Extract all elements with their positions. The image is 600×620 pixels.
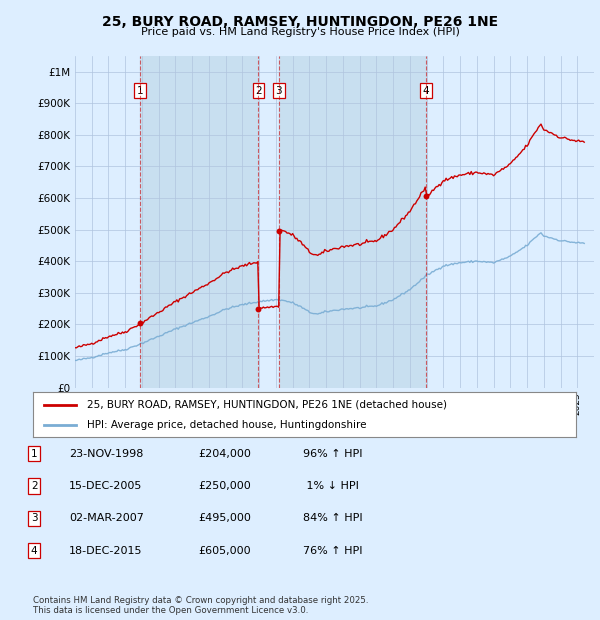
Text: £495,000: £495,000 — [198, 513, 251, 523]
Point — [136, 318, 145, 328]
Text: 25, BURY ROAD, RAMSEY, HUNTINGDON, PE26 1NE (detached house): 25, BURY ROAD, RAMSEY, HUNTINGDON, PE26 … — [88, 399, 448, 410]
Text: 3: 3 — [31, 513, 38, 523]
Bar — [140, 56, 259, 388]
Text: 18-DEC-2015: 18-DEC-2015 — [69, 546, 143, 556]
Text: Contains HM Land Registry data © Crown copyright and database right 2025.
This d: Contains HM Land Registry data © Crown c… — [33, 596, 368, 615]
Text: 2: 2 — [255, 86, 262, 95]
Text: 1: 1 — [31, 449, 38, 459]
Text: 15-DEC-2005: 15-DEC-2005 — [69, 481, 142, 491]
Text: £605,000: £605,000 — [198, 546, 251, 556]
Text: £250,000: £250,000 — [198, 481, 251, 491]
Point — [254, 304, 263, 314]
Point — [421, 192, 431, 202]
Text: 1: 1 — [137, 86, 143, 95]
Bar — [279, 56, 426, 388]
Text: 4: 4 — [31, 546, 38, 556]
Text: 3: 3 — [275, 86, 282, 95]
Text: £204,000: £204,000 — [198, 449, 251, 459]
Text: 1% ↓ HPI: 1% ↓ HPI — [303, 481, 359, 491]
Text: 84% ↑ HPI: 84% ↑ HPI — [303, 513, 362, 523]
Text: 96% ↑ HPI: 96% ↑ HPI — [303, 449, 362, 459]
Text: 25, BURY ROAD, RAMSEY, HUNTINGDON, PE26 1NE: 25, BURY ROAD, RAMSEY, HUNTINGDON, PE26 … — [102, 15, 498, 29]
Text: 23-NOV-1998: 23-NOV-1998 — [69, 449, 143, 459]
Text: HPI: Average price, detached house, Huntingdonshire: HPI: Average price, detached house, Hunt… — [88, 420, 367, 430]
Text: 76% ↑ HPI: 76% ↑ HPI — [303, 546, 362, 556]
Text: Price paid vs. HM Land Registry's House Price Index (HPI): Price paid vs. HM Land Registry's House … — [140, 27, 460, 37]
Text: 2: 2 — [31, 481, 38, 491]
Text: 4: 4 — [422, 86, 429, 95]
Point — [274, 226, 284, 236]
Text: 02-MAR-2007: 02-MAR-2007 — [69, 513, 144, 523]
